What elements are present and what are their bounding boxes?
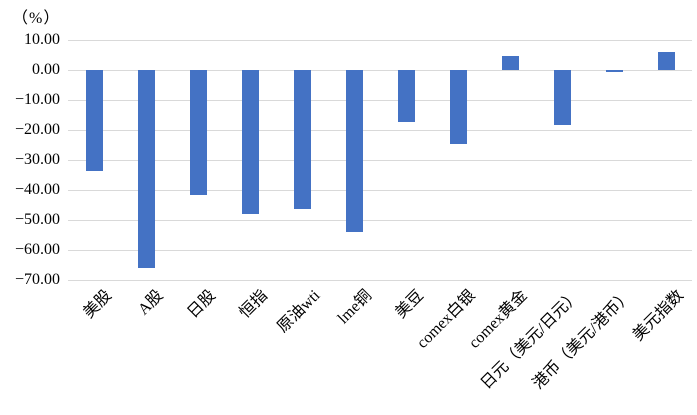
x-category-label: 港币（美元/港币） — [529, 287, 636, 393]
gridline — [68, 100, 692, 101]
bar — [293, 70, 311, 209]
bar — [241, 70, 259, 214]
gridline — [68, 190, 692, 191]
x-category-label: 日元（美元/日元） — [477, 287, 584, 393]
gridline — [68, 220, 692, 221]
x-category-label: lme铜 — [334, 287, 376, 328]
bar — [345, 70, 363, 232]
x-category-label: 美豆 — [392, 287, 428, 322]
bar — [605, 70, 623, 73]
y-tick-label: −50.00 — [14, 211, 60, 228]
bar — [137, 70, 155, 268]
y-tick-label: −30.00 — [14, 151, 60, 168]
x-category-label: 恒指 — [236, 287, 272, 322]
y-tick-label: −40.00 — [14, 181, 60, 198]
bar — [449, 70, 467, 145]
bar — [397, 70, 415, 122]
x-category-label: 美股 — [80, 287, 116, 322]
gridline — [68, 160, 692, 161]
gridline — [68, 280, 692, 281]
y-tick-label: −60.00 — [14, 241, 60, 258]
y-tick-label: −20.00 — [14, 121, 60, 138]
gridline — [68, 70, 692, 71]
y-axis-unit-label: （%） — [12, 10, 61, 27]
y-tick-label: −10.00 — [14, 91, 60, 108]
y-tick-label: −70.00 — [14, 271, 60, 288]
bar — [85, 70, 103, 171]
x-category-label: 日股 — [184, 287, 220, 322]
y-tick-label: 0.00 — [32, 61, 60, 78]
bar — [553, 70, 571, 125]
gridline — [68, 40, 692, 41]
y-tick-label: 10.00 — [24, 31, 60, 48]
bar — [189, 70, 207, 196]
gridline — [68, 130, 692, 131]
bar — [501, 56, 519, 70]
x-category-label: 原油wti — [273, 287, 324, 337]
gridline — [68, 250, 692, 251]
x-category-label: 美元指数 — [629, 287, 688, 345]
bar — [657, 52, 675, 70]
x-category-label: A股 — [135, 287, 168, 319]
